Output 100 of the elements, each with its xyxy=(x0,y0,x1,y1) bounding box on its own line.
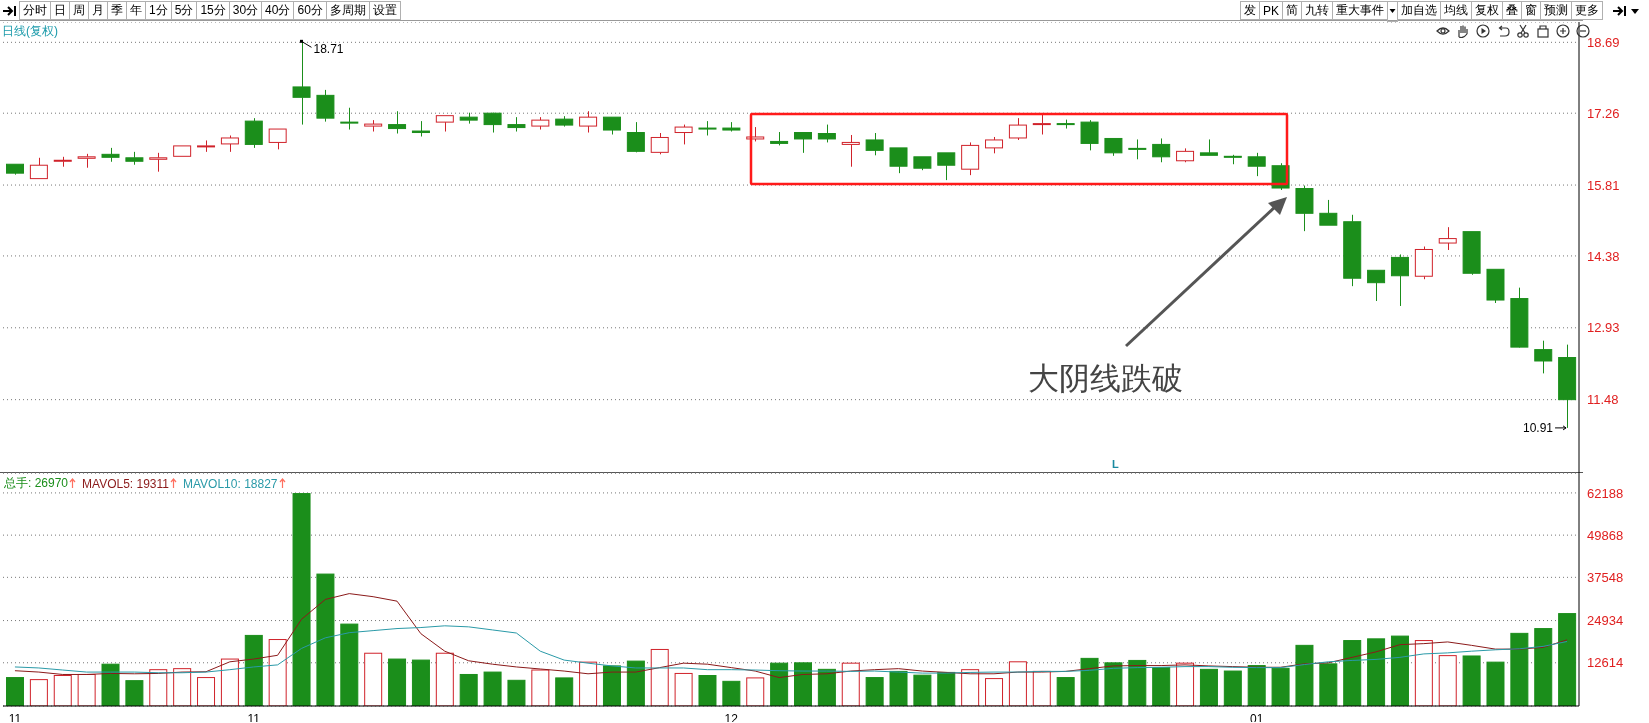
text: 总手: 26970 xyxy=(4,475,69,492)
text: 年 xyxy=(126,1,146,20)
candlestick xyxy=(388,110,407,135)
bar xyxy=(1438,655,1457,706)
text: 周 xyxy=(69,1,89,20)
bar xyxy=(220,658,239,706)
annotation: 10.91 xyxy=(1523,420,1554,435)
annotation: 18.71 xyxy=(313,42,344,57)
bar xyxy=(388,658,407,706)
y-tick-label: 49868 xyxy=(1587,527,1624,543)
bar xyxy=(1295,644,1314,706)
bar xyxy=(1032,670,1051,706)
candlestick xyxy=(53,156,72,168)
text: 设置 xyxy=(368,1,401,20)
bar xyxy=(794,662,812,706)
bar xyxy=(650,648,669,706)
bar xyxy=(1486,661,1505,706)
candlestick xyxy=(579,110,598,134)
y-tick-label: 24934 xyxy=(1587,613,1624,629)
bar xyxy=(1510,632,1529,706)
bar xyxy=(985,678,1004,706)
bar xyxy=(674,672,693,706)
bar xyxy=(1152,667,1171,706)
bar xyxy=(53,675,72,706)
x-tick-label: 12 xyxy=(724,711,739,723)
bar xyxy=(507,679,526,706)
bar xyxy=(602,665,621,706)
candlestick xyxy=(292,40,311,126)
bar xyxy=(1343,640,1362,706)
y-tick-label: 14.38 xyxy=(1587,248,1620,264)
bar xyxy=(1176,662,1195,706)
y-tick-label: 37548 xyxy=(1587,569,1624,585)
x-tick-label: 11 xyxy=(247,711,261,723)
text: 30分 xyxy=(228,1,263,20)
line-series xyxy=(14,593,1568,679)
x-tick-label: 01 xyxy=(1249,711,1264,723)
annotation: L xyxy=(1112,458,1119,470)
bar xyxy=(197,677,216,706)
annotation: 大阴线跌破 xyxy=(1028,360,1183,398)
candlestick xyxy=(459,112,478,125)
bar xyxy=(292,493,311,706)
bar xyxy=(1319,663,1338,706)
text: 1分 xyxy=(145,1,172,20)
candlestick xyxy=(340,107,359,131)
bar xyxy=(125,680,144,706)
text: 60分 xyxy=(293,1,327,20)
bar xyxy=(1414,640,1433,706)
chart-title: 日线(复权) xyxy=(2,23,58,40)
text: 预测 xyxy=(1540,1,1572,20)
bar xyxy=(1390,635,1409,706)
y-tick-label: 12.93 xyxy=(1587,320,1620,336)
bar xyxy=(579,661,598,706)
bar xyxy=(1056,677,1075,706)
bar xyxy=(149,669,168,706)
text: 简 xyxy=(1282,1,1302,20)
bar xyxy=(483,671,502,706)
bar xyxy=(1080,657,1099,706)
bar xyxy=(1558,613,1577,706)
text: 九转 xyxy=(1301,1,1333,20)
text: 均线 xyxy=(1440,1,1472,20)
bar xyxy=(555,677,574,706)
y-tick-label: 15.81 xyxy=(1587,177,1620,193)
text: 叠 xyxy=(1502,1,1522,20)
bar xyxy=(173,668,192,706)
bar xyxy=(29,679,48,706)
text: 多周期 xyxy=(325,1,370,20)
bar xyxy=(1367,638,1386,706)
bar xyxy=(1128,659,1147,706)
text: 复权 xyxy=(1471,1,1503,20)
x-tick-label: 11 xyxy=(8,711,22,723)
bar xyxy=(841,662,860,706)
bar xyxy=(1271,667,1290,706)
line-series xyxy=(14,625,1568,674)
bar xyxy=(364,652,383,706)
bar xyxy=(1247,665,1266,706)
bar xyxy=(1199,668,1218,706)
y-tick-label: 62188 xyxy=(1587,485,1624,501)
bar xyxy=(340,623,359,706)
candlestick xyxy=(101,147,120,163)
y-tick-label: 12614 xyxy=(1587,655,1624,671)
text: MAVOL10: 18827 xyxy=(183,476,278,491)
bar xyxy=(698,675,717,706)
bar xyxy=(1534,628,1553,706)
text: 窗 xyxy=(1521,1,1541,20)
bar xyxy=(268,639,287,706)
bar xyxy=(1223,670,1242,706)
text: 5分 xyxy=(170,1,198,20)
text: PK xyxy=(1258,1,1283,20)
text: 15分 xyxy=(196,1,230,20)
bar xyxy=(6,677,24,706)
bar xyxy=(961,669,980,706)
bar xyxy=(722,680,741,706)
bar xyxy=(626,660,645,706)
candlestick xyxy=(1152,137,1171,163)
bar xyxy=(865,677,884,706)
text: 更多 xyxy=(1571,1,1603,20)
bar xyxy=(937,671,956,706)
candlestick xyxy=(841,134,860,168)
y-tick-label: 18.69 xyxy=(1587,34,1620,50)
bar xyxy=(77,673,96,706)
